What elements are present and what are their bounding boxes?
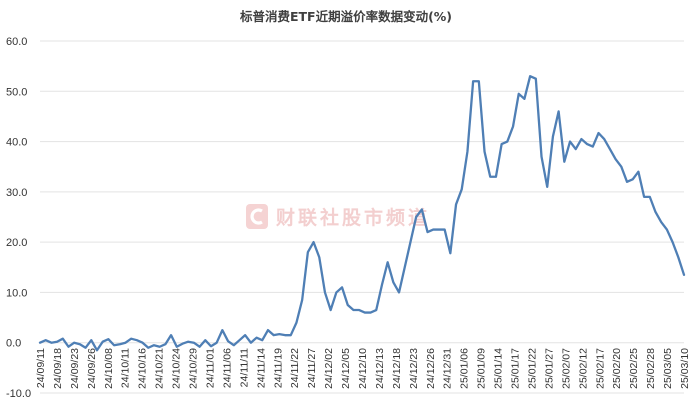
x-tick-label: 25/03/10 (679, 348, 691, 389)
x-tick-label: 24/10/21 (154, 348, 166, 389)
x-tick-label: 25/01/14 (493, 348, 505, 389)
series-area (38, 75, 686, 352)
x-tick-label: 24/11/01 (204, 348, 216, 388)
x-tick-label: 24/09/18 (52, 348, 64, 389)
x-tick-label: 24/12/31 (442, 348, 454, 389)
x-tick-label: 24/09/11 (35, 348, 47, 388)
x-tick-label: 25/03/05 (662, 348, 674, 389)
watermark-text: 财联社股市频道 (276, 206, 430, 229)
x-tick-label: 25/02/28 (645, 348, 657, 389)
y-tick-label: 0.0 (6, 338, 21, 350)
x-tick-label: 24/12/02 (323, 348, 335, 389)
gridlines (40, 40, 684, 394)
x-tick-label: 24/09/23 (69, 348, 81, 389)
x-tick-label: 24/12/23 (408, 348, 420, 389)
x-tick-label: 24/12/26 (425, 348, 437, 389)
x-axis: 24/09/11 24/09/18 24/09/23 24/09/26 24/10/08… (35, 348, 691, 389)
x-tick-label: 25/01/06 (459, 348, 471, 389)
series-line-0 (38, 75, 686, 352)
y-tick-label: 10.0 (6, 287, 27, 299)
x-tick-label: 25/02/17 (594, 348, 606, 389)
x-tick-label: 24/10/11 (120, 348, 132, 388)
x-tick-label: 25/01/22 (526, 348, 538, 389)
x-tick-label: 24/10/16 (137, 348, 149, 389)
x-tick-label: 24/11/19 (272, 348, 284, 388)
x-tick-label: 24/09/26 (86, 348, 98, 389)
y-tick-label: 60.0 (6, 36, 27, 48)
chart-title: 标普消费ETF近期溢价率数据变动(%) (239, 9, 452, 24)
x-tick-label: 24/12/05 (340, 348, 352, 389)
x-tick-label: 25/01/27 (543, 348, 555, 389)
x-tick-label: 25/01/17 (510, 348, 522, 389)
x-tick-label: 24/11/06 (221, 348, 233, 388)
watermark-logo-mark (250, 208, 263, 225)
x-tick-label: 24/10/08 (103, 348, 115, 389)
x-tick-label: 24/12/13 (374, 348, 386, 389)
y-tick-label: 30.0 (6, 187, 27, 199)
x-tick-label: 24/11/27 (306, 348, 318, 388)
x-tick-label: 25/02/25 (628, 348, 640, 389)
y-tick-label: 40.0 (6, 137, 27, 149)
watermark-logo-icon (246, 204, 268, 229)
x-tick-label: 25/01/09 (476, 348, 488, 389)
x-tick-label: 24/10/29 (188, 348, 200, 389)
y-tick-label: -10.0 (6, 388, 31, 400)
watermark: 财联社股市频道 (246, 204, 430, 229)
x-tick-label: 24/12/10 (357, 348, 369, 389)
x-tick-label: 24/10/24 (171, 348, 183, 389)
x-tick-label: 24/11/11 (238, 348, 250, 387)
y-axis: -10.0 0.0 10.0 20.0 30.0 40.0 50.0 60.0 (6, 36, 31, 400)
x-tick-label: 24/11/14 (255, 348, 267, 388)
x-tick-label: 25/02/07 (560, 348, 572, 389)
y-tick-label: 20.0 (6, 237, 27, 249)
x-tick-label: 24/11/22 (289, 348, 301, 388)
x-tick-label: 25/02/20 (611, 348, 623, 389)
x-tick-label: 25/02/12 (577, 348, 589, 389)
x-tick-label: 24/12/18 (391, 348, 403, 389)
y-tick-label: 50.0 (6, 86, 27, 98)
